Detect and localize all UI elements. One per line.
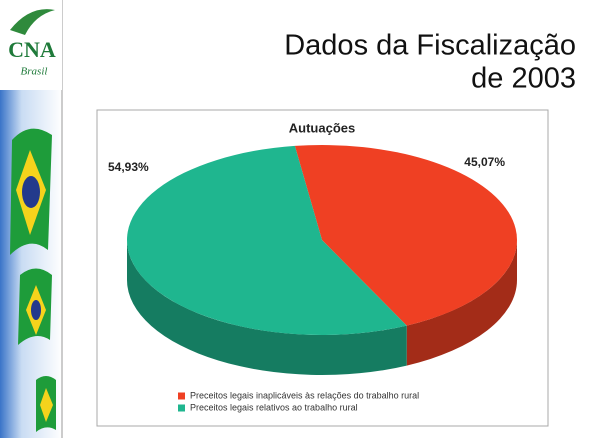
value-label: 45,07% [464, 155, 505, 169]
legend-swatch [178, 392, 185, 400]
chart-title: Autuações [289, 120, 355, 135]
slice-side [406, 240, 517, 366]
logo-leaf [10, 9, 55, 35]
slice-side [127, 240, 407, 375]
legend-swatch [178, 404, 185, 412]
plot: 45,07% 54,93% Preceitos legais inaplicávei… [108, 144, 518, 412]
slice [294, 144, 518, 326]
logo-text: CNA [8, 37, 56, 62]
legend-label: Preceitos legais inaplicáveis às relaçõe… [190, 390, 419, 400]
legend-label: Preceitos legais relativos ao trabalho r… [190, 402, 358, 412]
slide-title: Dados da Fiscalização [284, 30, 576, 62]
flag-decoration [10, 128, 56, 432]
value-label: 54,93% [108, 160, 149, 174]
slice [127, 145, 407, 335]
logo-subtext: Brasil [21, 66, 48, 78]
slide-title: de 2003 [471, 63, 576, 95]
